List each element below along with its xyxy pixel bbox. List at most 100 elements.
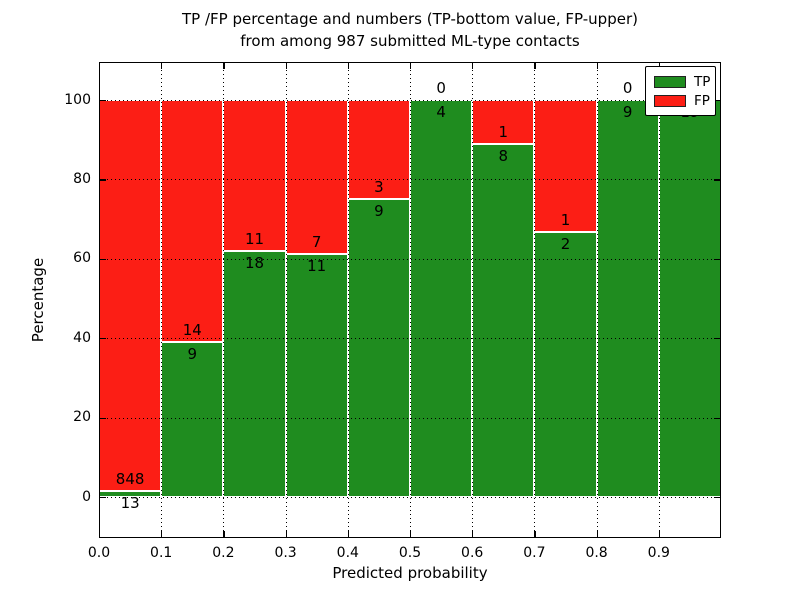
tp-count-label: 8 bbox=[498, 147, 509, 166]
tp-count-label: 9 bbox=[622, 103, 633, 121]
x-tick-label: 0.8 bbox=[585, 545, 608, 561]
v-gridline bbox=[223, 62, 225, 538]
y-axis-tick-right bbox=[714, 497, 721, 499]
tp-bar-segment bbox=[658, 100, 721, 497]
tp-bar-segment bbox=[161, 341, 224, 497]
x-tick-label: 0.9 bbox=[647, 545, 670, 561]
x-axis-tick-top bbox=[99, 62, 101, 69]
x-axis-tick-bottom bbox=[472, 531, 474, 538]
y-axis-tick-left bbox=[99, 417, 106, 419]
fp-count-label: 14 bbox=[182, 320, 202, 339]
fp-legend-swatch-icon bbox=[654, 94, 686, 107]
x-tick-label: 0.7 bbox=[523, 545, 546, 561]
fp-count-label: 1 bbox=[498, 123, 509, 142]
legend: TP FP bbox=[645, 66, 716, 116]
tp-count-label: 18 bbox=[244, 253, 265, 272]
x-axis-tick-bottom bbox=[410, 531, 412, 538]
fp-count-label: 848 bbox=[115, 470, 145, 488]
v-gridline bbox=[285, 62, 287, 538]
v-gridline bbox=[596, 62, 598, 538]
y-tick-label: 0 bbox=[82, 488, 91, 505]
plot-area: 8481314911187113904181209019020406080100… bbox=[64, 62, 721, 561]
x-axis-tick-bottom bbox=[347, 531, 349, 538]
v-gridline bbox=[534, 62, 536, 538]
fp-count-label: 1 bbox=[560, 211, 571, 230]
x-axis-tick-top bbox=[285, 62, 287, 69]
tp-bar-segment bbox=[472, 144, 535, 497]
v-gridline bbox=[410, 62, 411, 538]
tp-count-label: 9 bbox=[187, 344, 198, 363]
x-axis-tick-bottom bbox=[223, 531, 225, 538]
fp-bar-segment bbox=[99, 100, 162, 491]
x-axis-tick-top bbox=[347, 62, 349, 69]
y-axis-tick-right bbox=[714, 417, 721, 419]
y-tick-label: 80 bbox=[73, 170, 91, 187]
x-axis-tick-top bbox=[223, 62, 225, 69]
fp-bar-segment bbox=[347, 100, 410, 200]
chart-title-line2: from among 987 submitted ML-type contact… bbox=[240, 32, 580, 50]
x-tick-label: 0.1 bbox=[150, 545, 173, 561]
v-gridline bbox=[472, 62, 474, 538]
fp-bar-segment bbox=[223, 100, 286, 251]
y-axis-tick-right bbox=[714, 179, 721, 181]
y-axis-tick-left bbox=[99, 258, 106, 260]
y-tick-label: 60 bbox=[73, 250, 91, 267]
x-tick-label: 0.0 bbox=[87, 545, 111, 561]
x-tick-label: 0.3 bbox=[274, 545, 297, 561]
tp-bar-segment bbox=[534, 232, 597, 497]
tp-bar-segment bbox=[596, 100, 659, 497]
tp-count-label: 4 bbox=[436, 103, 446, 121]
y-tick-label: 100 bbox=[64, 91, 91, 108]
tp-bar-segment bbox=[223, 250, 286, 497]
v-gridline bbox=[347, 62, 349, 538]
x-tick-label: 0.2 bbox=[212, 545, 235, 561]
x-tick-label: 0.6 bbox=[461, 545, 484, 561]
fp-bar-segment bbox=[285, 100, 348, 255]
y-axis-tick-left bbox=[99, 179, 106, 181]
y-axis-tick-right bbox=[714, 258, 721, 260]
y-axis-tick-right bbox=[714, 100, 721, 102]
y-axis-tick-left bbox=[99, 100, 106, 102]
x-axis-tick-top bbox=[658, 62, 660, 69]
tp-count-label: 9 bbox=[374, 202, 384, 221]
x-axis-tick-bottom bbox=[596, 531, 598, 538]
x-axis-tick-bottom bbox=[658, 531, 660, 538]
fp-bar-segment bbox=[161, 100, 224, 342]
legend-entry-tp: TP bbox=[654, 72, 711, 91]
tp-bar-segment bbox=[347, 199, 410, 497]
fp-count-label: 3 bbox=[374, 178, 384, 197]
fp-count-label: 11 bbox=[244, 229, 265, 248]
x-axis-tick-bottom bbox=[161, 531, 163, 538]
v-gridline bbox=[161, 62, 163, 538]
x-axis-tick-top bbox=[596, 62, 598, 69]
tp-legend-label: TP bbox=[694, 73, 711, 90]
x-axis-tick-bottom bbox=[99, 531, 101, 538]
tp-bar-segment bbox=[410, 100, 473, 497]
tp-legend-swatch-icon bbox=[654, 75, 686, 88]
x-axis-tick-top bbox=[472, 62, 474, 69]
fp-count-label: 7 bbox=[311, 233, 322, 252]
legend-entry-fp: FP bbox=[654, 91, 710, 110]
tp-bar-segment bbox=[285, 254, 348, 497]
x-tick-label: 0.4 bbox=[336, 545, 359, 561]
fp-count-label: 0 bbox=[622, 79, 633, 97]
fp-count-label: 0 bbox=[436, 79, 446, 97]
v-gridline bbox=[658, 62, 660, 538]
tp-count-label: 13 bbox=[120, 494, 140, 512]
x-axis-tick-top bbox=[534, 62, 536, 69]
x-axis-tick-top bbox=[161, 62, 163, 69]
x-axis-tick-bottom bbox=[534, 531, 536, 538]
chart-title-line1: TP /FP percentage and numbers (TP-bottom… bbox=[182, 10, 638, 28]
y-tick-label: 40 bbox=[73, 329, 91, 346]
y-tick-label: 20 bbox=[73, 409, 91, 426]
y-axis-tick-left bbox=[99, 497, 106, 499]
y-axis-tick-right bbox=[714, 338, 721, 340]
x-axis-tick-bottom bbox=[285, 531, 287, 538]
x-tick-label: 0.5 bbox=[398, 545, 422, 561]
chart-title: TP /FP percentage and numbers (TP-bottom… bbox=[99, 8, 721, 52]
y-axis-tick-left bbox=[99, 338, 106, 340]
x-axis-tick-top bbox=[410, 62, 412, 69]
tp-count-label: 11 bbox=[307, 257, 327, 276]
tp-count-label: 2 bbox=[560, 235, 571, 254]
